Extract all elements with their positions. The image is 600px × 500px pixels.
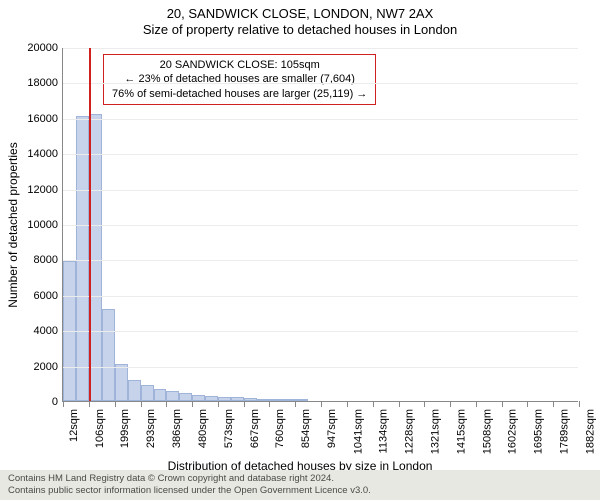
x-tick (295, 401, 296, 407)
gridline (63, 331, 578, 332)
x-tick-label: 667sqm (249, 409, 261, 448)
x-tick (321, 401, 322, 407)
gridline (63, 119, 578, 120)
histogram-bar (231, 397, 244, 401)
annotation-line2: ← 23% of detached houses are smaller (7,… (112, 72, 367, 86)
x-tick-label: 480sqm (197, 409, 209, 448)
x-tick (166, 401, 167, 407)
x-tick-label: 760sqm (274, 409, 286, 448)
x-tick-label: 386sqm (171, 409, 183, 448)
chart-title-block: 20, SANDWICK CLOSE, LONDON, NW7 2AX Size… (0, 0, 600, 39)
x-tick-label: 1321sqm (429, 409, 441, 454)
histogram-bar (269, 399, 282, 401)
y-tick-label: 2000 (8, 361, 58, 373)
histogram-bar (218, 397, 231, 401)
histogram-bar (179, 393, 192, 401)
histogram-bar (192, 395, 205, 401)
y-tick-label: 10000 (8, 219, 58, 231)
x-tick-label: 573sqm (223, 409, 235, 448)
x-tick (115, 401, 116, 407)
x-tick-label: 1695sqm (532, 409, 544, 454)
x-tick (399, 401, 400, 407)
x-tick-label: 1228sqm (404, 409, 416, 454)
gridline (63, 154, 578, 155)
histogram-bar (205, 396, 218, 401)
histogram-bar (166, 391, 179, 401)
gridline (63, 367, 578, 368)
title-address: 20, SANDWICK CLOSE, LONDON, NW7 2AX (0, 6, 600, 22)
x-tick-label: 947sqm (326, 409, 338, 448)
x-tick-label: 1041sqm (352, 409, 364, 454)
x-tick (373, 401, 374, 407)
gridline (63, 190, 578, 191)
y-tick-label: 12000 (8, 184, 58, 196)
title-subtitle: Size of property relative to detached ho… (0, 22, 600, 38)
histogram-bar (141, 385, 154, 401)
x-tick (218, 401, 219, 407)
y-tick-label: 16000 (8, 113, 58, 125)
x-tick (527, 401, 528, 407)
x-tick (579, 401, 580, 407)
y-tick-label: 18000 (8, 77, 58, 89)
gridline (63, 83, 578, 84)
histogram-bar (89, 114, 102, 401)
histogram-bar (295, 399, 308, 401)
x-tick-label: 12sqm (68, 409, 80, 442)
x-tick (89, 401, 90, 407)
y-tick-label: 8000 (8, 254, 58, 266)
histogram-bar (244, 398, 257, 401)
x-tick-label: 1508sqm (481, 409, 493, 454)
x-tick (502, 401, 503, 407)
x-tick (141, 401, 142, 407)
histogram-bar (257, 399, 270, 401)
gridline (63, 48, 578, 49)
y-tick-label: 4000 (8, 325, 58, 337)
x-tick (347, 401, 348, 407)
histogram-bar (115, 364, 128, 401)
annotation-callout-box: 20 SANDWICK CLOSE: 105sqm ← 23% of detac… (103, 54, 376, 105)
gridline (63, 260, 578, 261)
y-tick-label: 0 (8, 396, 58, 408)
x-tick (476, 401, 477, 407)
property-marker-line (89, 48, 91, 401)
x-tick (192, 401, 193, 407)
x-tick-label: 106sqm (94, 409, 106, 448)
x-tick (424, 401, 425, 407)
x-tick-label: 854sqm (300, 409, 312, 448)
footer-line2: Contains public sector information licen… (8, 485, 592, 496)
gridline (63, 296, 578, 297)
histogram-bar (128, 380, 141, 401)
y-tick-label: 20000 (8, 42, 58, 54)
histogram-bar (282, 399, 295, 401)
chart-plot-area: 20 SANDWICK CLOSE: 105sqm ← 23% of detac… (62, 48, 578, 402)
x-tick (450, 401, 451, 407)
annotation-line1: 20 SANDWICK CLOSE: 105sqm (112, 58, 367, 72)
x-tick-label: 1602sqm (507, 409, 519, 454)
y-tick-label: 14000 (8, 148, 58, 160)
footer-line1: Contains HM Land Registry data © Crown c… (8, 473, 592, 484)
x-tick (553, 401, 554, 407)
x-tick-label: 293sqm (146, 409, 158, 448)
x-tick-label: 1415sqm (455, 409, 467, 454)
x-tick-label: 1882sqm (584, 409, 596, 454)
x-tick-label: 1134sqm (378, 409, 390, 453)
x-tick-label: 199sqm (120, 409, 132, 448)
histogram-bar (76, 116, 89, 401)
gridline (63, 225, 578, 226)
x-tick (63, 401, 64, 407)
histogram-bar (102, 309, 115, 401)
histogram-bar (154, 389, 167, 401)
x-tick (244, 401, 245, 407)
x-tick-label: 1789sqm (558, 409, 570, 454)
footer-attribution: Contains HM Land Registry data © Crown c… (0, 470, 600, 500)
annotation-line3: 76% of semi-detached houses are larger (… (112, 87, 367, 101)
x-tick (269, 401, 270, 407)
y-tick-label: 6000 (8, 290, 58, 302)
